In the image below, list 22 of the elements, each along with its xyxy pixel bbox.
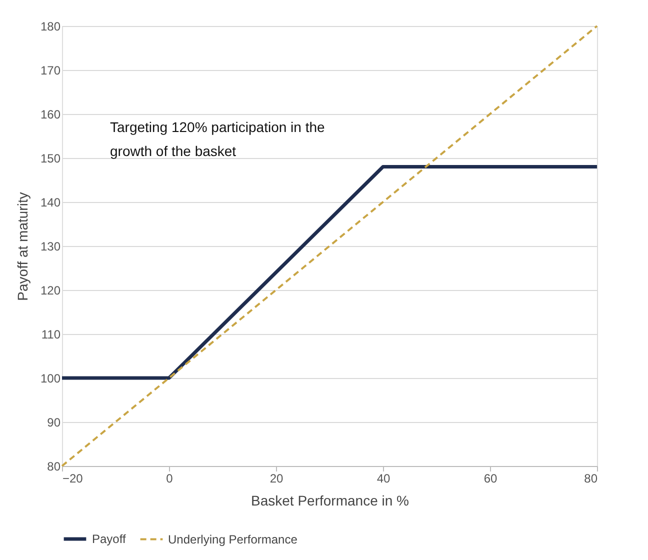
x-tick-label: 0 (166, 472, 174, 486)
legend-label: Payoff (92, 532, 126, 546)
y-tick-label: 120 (40, 284, 61, 298)
y-tick-label: 90 (47, 416, 61, 430)
x-tick-label: 60 (484, 472, 498, 486)
x-axis-title: Basket Performance in % (251, 492, 409, 508)
y-tick-label: 180 (40, 20, 61, 34)
x-tick-label: 80 (584, 472, 598, 486)
y-tick-label: 130 (40, 240, 61, 254)
legend-label: Underlying Performance (168, 532, 298, 546)
annotation: Targeting 120% participation in the growth of the basket (110, 119, 326, 159)
x-tick-label: −20 (62, 472, 84, 486)
y-tick-label: 160 (40, 108, 61, 122)
y-tick-label: 110 (41, 328, 61, 342)
y-axis-title: Payoff at maturity (14, 192, 30, 301)
x-tick-label: 20 (270, 472, 284, 486)
y-tick-label: 150 (40, 152, 61, 166)
y-tick-label: 170 (40, 64, 61, 78)
y-tick-label: 100 (40, 372, 61, 386)
x-tick-label: 40 (376, 472, 390, 486)
y-tick-label: 80 (47, 460, 61, 474)
y-tick-label: 140 (40, 196, 61, 210)
